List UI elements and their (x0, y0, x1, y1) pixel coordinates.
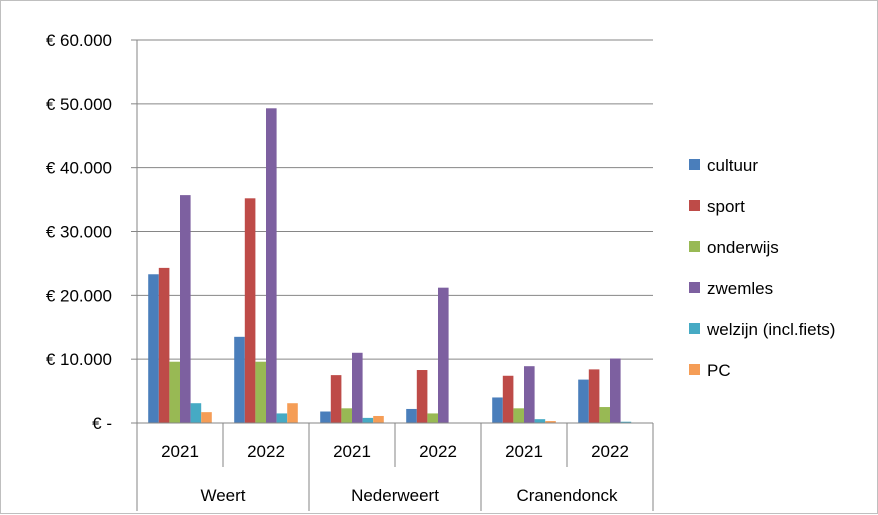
bar-pc (545, 421, 556, 423)
x-tick-label-year: 2022 (591, 442, 629, 461)
bar-welzijn (276, 413, 288, 423)
bar-cultuur (320, 411, 331, 423)
legend-swatch (689, 282, 700, 293)
legend-swatch (689, 159, 700, 170)
legend-label: sport (707, 197, 745, 216)
bar-zwemles (352, 352, 363, 423)
legend: cultuur sport onderwijs zwemles welzijn (inc… (689, 156, 835, 380)
bar-welzijn (620, 421, 632, 423)
bar-zwemles (266, 108, 277, 423)
x-tick-label-year: 2021 (505, 442, 543, 461)
bar-pc (201, 412, 212, 423)
bar-sport (588, 369, 600, 423)
bar-welzijn (534, 419, 546, 423)
bar-sport (330, 375, 342, 423)
bar-cultuur (234, 336, 245, 423)
bar-cultuur (578, 379, 589, 423)
y-tick-label: € - (92, 414, 112, 433)
bar-onderwijs (341, 408, 352, 423)
legend-swatch (689, 323, 700, 334)
x-group-label: Cranendonck (516, 486, 618, 505)
bar-onderwijs (255, 361, 266, 423)
bar-onderwijs (599, 407, 610, 423)
bar-cultuur (148, 274, 159, 423)
legend-swatch (689, 241, 700, 252)
y-tick-label: € 30.000 (46, 223, 112, 242)
bar-zwemles (180, 195, 191, 423)
bar-onderwijs (427, 413, 438, 423)
x-tick-label-year: 2021 (161, 442, 199, 461)
legend-label: onderwijs (707, 238, 779, 257)
bar-zwemles (438, 287, 449, 423)
bars (148, 108, 632, 423)
x-tick-label-year: 2021 (333, 442, 371, 461)
bar-onderwijs (169, 361, 180, 423)
y-axis-tick-labels: € - € 10.000 € 20.000 € 30.000 € 40.000 € 50.… (46, 31, 112, 433)
legend-label: cultuur (707, 156, 758, 175)
legend-label: zwemles (707, 279, 773, 298)
axes (136, 40, 654, 511)
bar-sport (416, 370, 428, 423)
bar-sport (158, 267, 170, 423)
x-tick-label-year: 2022 (247, 442, 285, 461)
y-tick-label: € 20.000 (46, 286, 112, 305)
bar-zwemles (524, 366, 535, 423)
bar-cultuur (406, 408, 417, 423)
x-group-label: Nederweert (351, 486, 439, 505)
bar-sport (244, 198, 256, 423)
x-axis-tick-labels: 2021 2022 2021 2022 2021 2022 Weert Nederweert C… (161, 442, 629, 505)
y-tick-label: € 60.000 (46, 31, 112, 50)
bar-zwemles (610, 358, 621, 423)
bar-welzijn (190, 403, 202, 423)
legend-label: welzijn (incl.fiets) (706, 320, 835, 339)
bar-welzijn (362, 417, 374, 423)
y-tick-label: € 10.000 (46, 350, 112, 369)
bar-pc (287, 403, 298, 423)
legend-swatch (689, 364, 700, 375)
legend-swatch (689, 200, 700, 211)
bar-onderwijs (513, 408, 524, 423)
y-tick-label: € 50.000 (46, 95, 112, 114)
x-group-label: Weert (200, 486, 245, 505)
x-tick-label-year: 2022 (419, 442, 457, 461)
bar-pc (373, 415, 384, 423)
gridlines (131, 39, 653, 424)
bar-sport (502, 375, 514, 423)
bar-cultuur (492, 397, 503, 423)
legend-label: PC (707, 361, 731, 380)
y-tick-label: € 40.000 (46, 159, 112, 178)
